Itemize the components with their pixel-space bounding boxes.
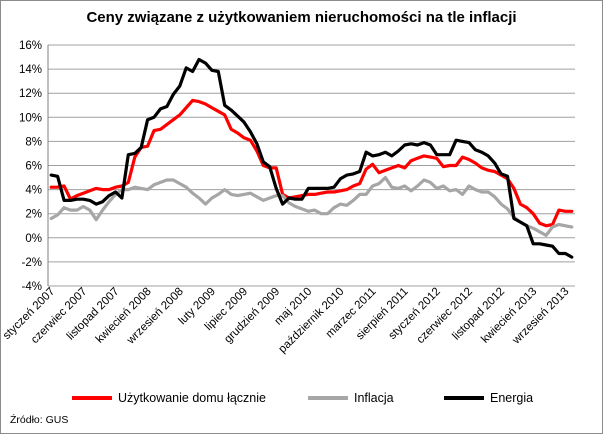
y-tick-label: -4% [22, 281, 42, 293]
x-tick-label: kwiecień 2013 [479, 286, 539, 346]
chart-title: Ceny związane z użytkowaniem nieruchomoś… [86, 9, 517, 26]
y-tick-label: 12% [19, 88, 42, 100]
legend-label-energia: Energia [490, 391, 534, 405]
series-line-1 [49, 176, 574, 237]
y-tick-label: 2% [25, 209, 42, 221]
x-tick-label: kwiecień 2008 [94, 286, 154, 346]
x-tick-label: grudzień 2009 [222, 286, 282, 346]
y-tick-label: 16% [19, 40, 42, 52]
y-tick-label: 6% [25, 161, 42, 173]
x-tick-label: czerwiec 2012 [415, 286, 475, 346]
y-tick-label: 14% [19, 64, 42, 76]
legend-swatch-uzytkowanie [72, 396, 112, 400]
y-tick-label: 10% [19, 112, 42, 124]
y-tick-label: -2% [22, 257, 42, 269]
y-tick-label: 8% [25, 136, 42, 148]
legend-swatch-inflacja [308, 396, 348, 400]
legend-swatch-energia [444, 396, 484, 400]
legend-item-energia: Energia [444, 388, 533, 408]
legend-label-uzytkowanie: Użytkowanie domu łącznie [118, 391, 266, 405]
x-tick-label: czerwiec 2007 [29, 286, 89, 346]
source-note: Źródło: GUS [10, 414, 69, 426]
legend-item-uzytkowanie: Użytkowanie domu łącznie [72, 388, 266, 408]
y-tick-label: 0% [25, 233, 42, 245]
legend-label-inflacja: Inflacja [354, 391, 394, 405]
legend: Użytkowanie domu łącznie Inflacja Energi… [0, 388, 603, 408]
y-tick-label: 4% [25, 185, 42, 197]
x-tick-label: wrzesień 2008 [124, 286, 186, 348]
legend-item-inflacja: Inflacja [308, 388, 394, 408]
series-line-2 [49, 57, 574, 259]
x-tick-label: wrzesień 2013 [510, 286, 572, 348]
